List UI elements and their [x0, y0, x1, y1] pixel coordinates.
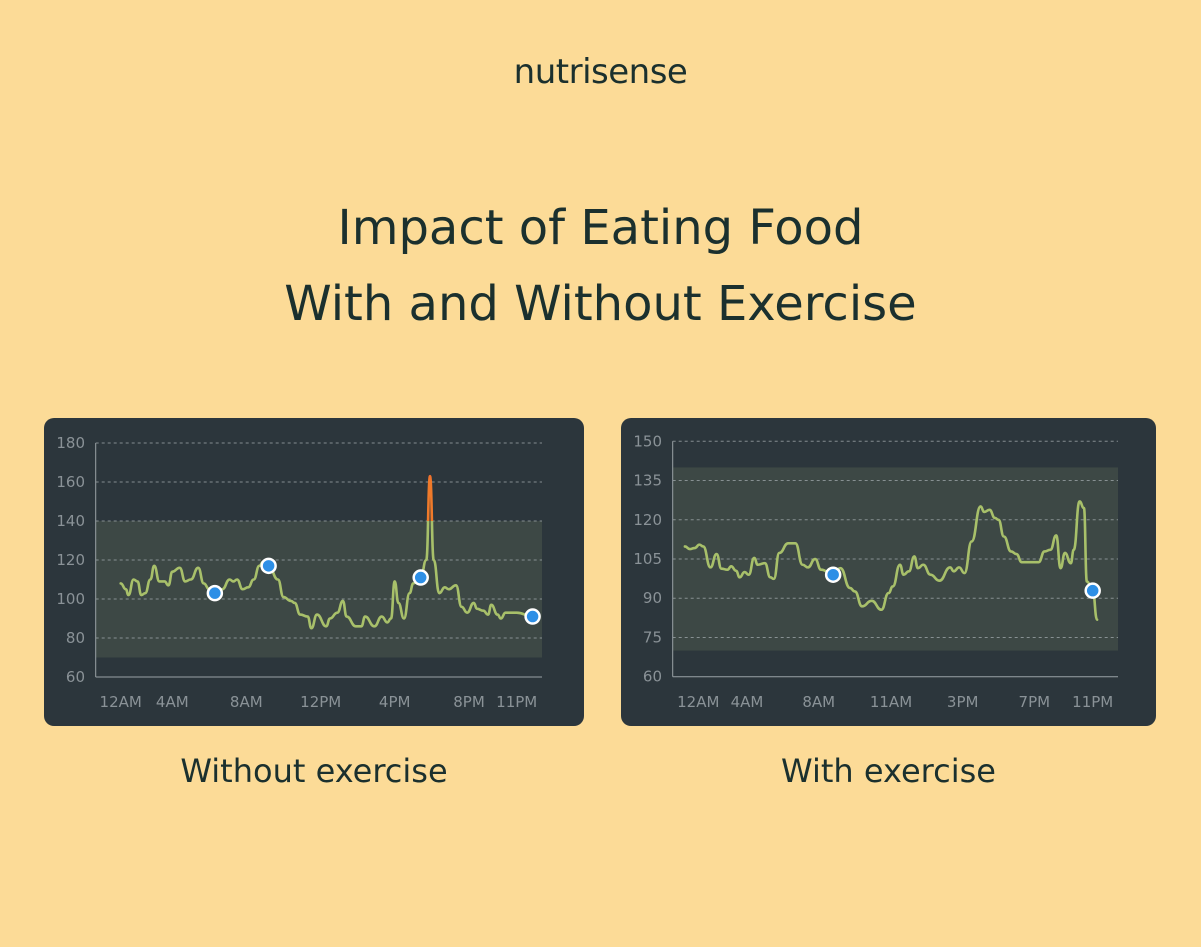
x-tick-label: 11AM [870, 693, 912, 711]
y-tick-label: 120 [56, 551, 85, 569]
brand-logo: nutrisense [513, 52, 688, 92]
x-tick-label: 12AM [677, 693, 719, 711]
x-tick-label: 8AM [802, 693, 835, 711]
x-tick-label: 8AM [230, 693, 263, 711]
meal-marker [260, 557, 277, 575]
y-tick-label: 75 [643, 628, 662, 646]
glucose-chart-svg: 60 80 100 120 140 160 180 12AM 4AM 8AM 12PM 4PM 8PM 1… [56, 434, 542, 711]
y-tick-label: 120 [633, 511, 662, 529]
meal-marker [206, 584, 224, 602]
meal-marker [1084, 582, 1101, 599]
y-tick-label: 180 [56, 434, 85, 452]
meal-marker [824, 566, 842, 583]
x-tick-label: 3PM [947, 693, 979, 711]
y-tick-label: 100 [56, 590, 85, 608]
x-tick-label: 12AM [100, 693, 142, 711]
x-tick-label: 11PM [1072, 693, 1113, 711]
y-tick-label: 160 [56, 473, 85, 491]
y-tick-label: 90 [643, 589, 662, 607]
title-line-2: With and Without Exercise [284, 276, 917, 332]
x-tick-label: 4AM [156, 693, 189, 711]
y-tick-label: 135 [633, 472, 662, 490]
y-tick-label: 60 [66, 668, 85, 686]
target-range-band [95, 521, 542, 658]
x-tick-label: 12PM [300, 693, 341, 711]
caption-with-exercise: With exercise [781, 752, 996, 790]
x-tick-label: 7PM [1019, 693, 1051, 711]
y-tick-label: 150 [633, 432, 662, 450]
glucose-line [119, 474, 534, 630]
x-tick-label: 4PM [379, 693, 411, 711]
caption-without-exercise: Without exercise [180, 752, 448, 790]
page-title: Impact of Eating Food With and Without E… [0, 190, 1201, 342]
glucose-line [683, 500, 1099, 621]
meal-marker [524, 608, 541, 625]
chart-with-exercise: 60 75 90 105 120 135 150 12AM 4AM 8AM 11AM 3PM 7PM 11… [621, 418, 1156, 726]
x-tick-label: 11PM [496, 693, 537, 711]
x-tick-label: 8PM [453, 693, 485, 711]
y-tick-label: 140 [56, 512, 85, 530]
x-tick-label: 4AM [731, 693, 764, 711]
title-line-1: Impact of Eating Food [337, 200, 864, 256]
y-tick-label: 105 [633, 550, 662, 568]
y-tick-label: 80 [66, 629, 85, 647]
meal-marker [412, 569, 429, 586]
chart-without-exercise: 60 80 100 120 140 160 180 12AM 4AM 8AM 12PM 4PM 8PM 1… [44, 418, 584, 726]
glucose-chart-svg: 60 75 90 105 120 135 150 12AM 4AM 8AM 11AM 3PM 7PM 11… [633, 432, 1118, 711]
y-tick-label: 60 [643, 668, 662, 686]
